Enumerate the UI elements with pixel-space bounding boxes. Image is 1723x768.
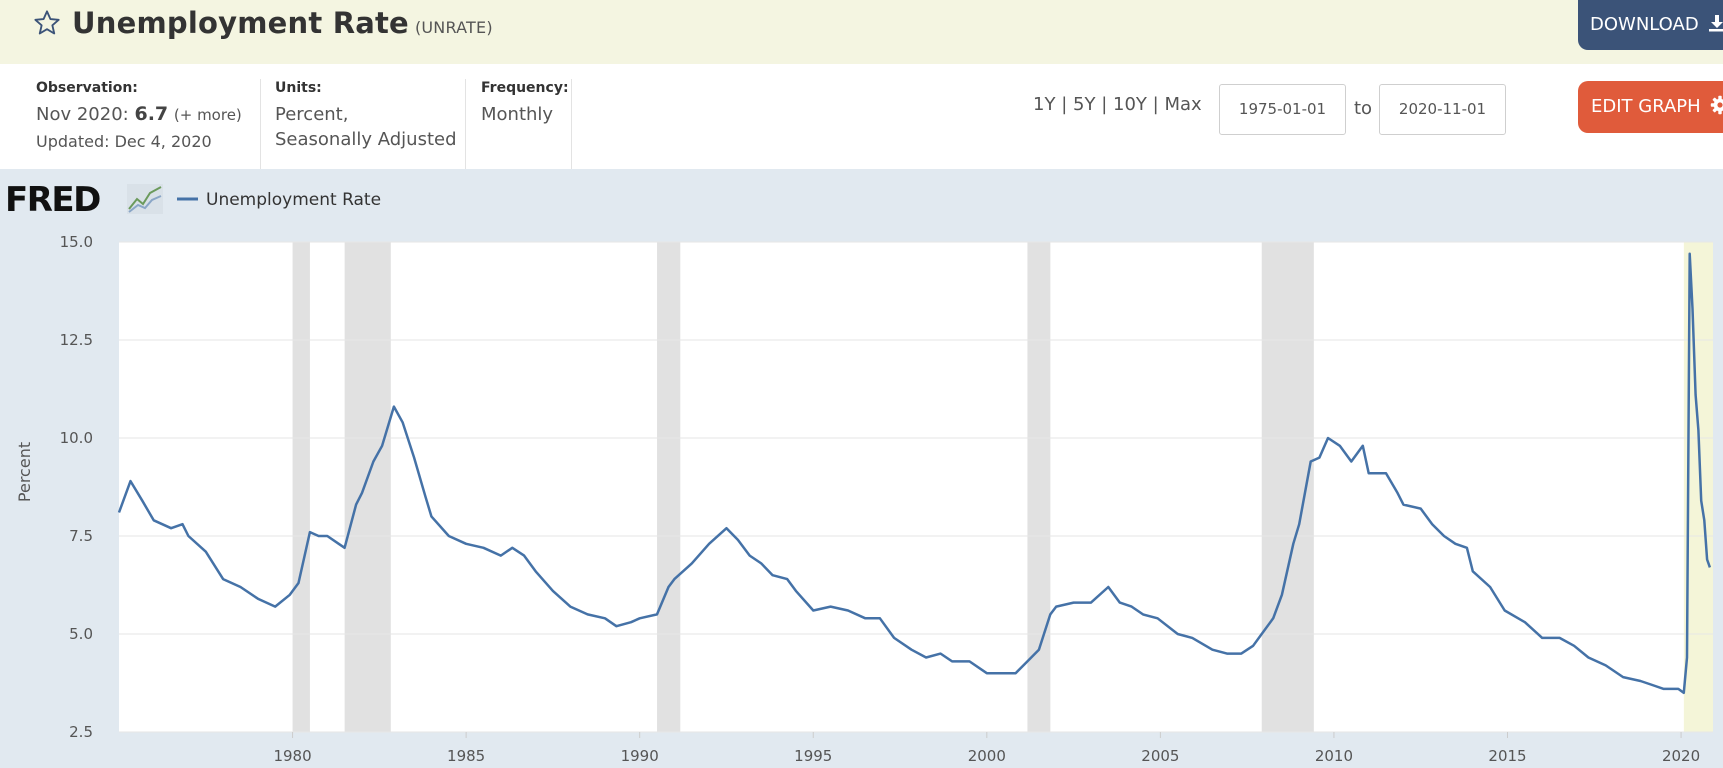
- y-tick-label: 5.0: [69, 625, 93, 643]
- units-line-2: Seasonally Adjusted: [275, 129, 457, 150]
- range-selector: 1Y | 5Y | 10Y | Max: [1033, 94, 1202, 115]
- unemployment-chart[interactable]: FRED Unemployment Rate Percent 15.012.51…: [0, 169, 1723, 768]
- edit-graph-label: EDIT GRAPH: [1591, 96, 1701, 117]
- chart-container: FRED Unemployment Rate Percent 15.0 12.5 1…: [0, 169, 1723, 768]
- edit-graph-button[interactable]: EDIT GRAPH: [1578, 81, 1723, 133]
- divider: [465, 79, 466, 169]
- more-link[interactable]: (+ more): [173, 106, 242, 124]
- x-tick-label: 1980: [273, 747, 311, 765]
- y-tick-label: 7.5: [69, 527, 93, 545]
- download-icon: [1709, 15, 1723, 32]
- observation-date: Nov 2020:: [36, 104, 129, 125]
- y-tick-label: 10.0: [60, 429, 93, 447]
- range-separator: |: [1061, 94, 1068, 115]
- end-date-input[interactable]: 2020-11-01: [1379, 84, 1506, 135]
- observation-label: Observation:: [36, 80, 138, 96]
- observation-info: Observation: Nov 2020: 6.7 (+ more): [0, 64, 260, 169]
- range-10y[interactable]: 10Y: [1113, 94, 1147, 115]
- download-button[interactable]: DOWNLOAD: [1578, 0, 1723, 50]
- observation-value: 6.7: [134, 103, 169, 125]
- gear-icon: [1711, 95, 1723, 115]
- divider: [571, 79, 572, 169]
- recession-band: [657, 242, 681, 732]
- y-tick-label: 12.5: [60, 331, 93, 349]
- range-5y[interactable]: 5Y: [1073, 94, 1096, 115]
- x-tick-label: 1995: [794, 747, 832, 765]
- frequency-label: Frequency:: [481, 80, 569, 96]
- y-tick-label: 2.5: [69, 723, 93, 741]
- y-axis-label: Percent: [15, 442, 34, 502]
- to-label: to: [1354, 98, 1373, 119]
- recession-band: [292, 242, 310, 732]
- frequency-info: Frequency: Monthly: [465, 64, 571, 169]
- x-tick-label: 1985: [447, 747, 485, 765]
- x-tick-label: 2005: [1141, 747, 1179, 765]
- fred-logo: FRED: [5, 180, 100, 220]
- series-id: (UNRATE): [414, 18, 493, 37]
- download-label: DOWNLOAD: [1590, 14, 1699, 35]
- units-label: Units:: [275, 80, 322, 96]
- recession-band: [1027, 242, 1051, 732]
- updated-date: Updated: Dec 4, 2020: [36, 132, 212, 151]
- range-separator: |: [1101, 94, 1108, 115]
- x-tick-label: 2020: [1662, 747, 1700, 765]
- x-tick-label: 1990: [621, 747, 659, 765]
- title-bar: Unemployment Rate (UNRATE) DOWNLOAD: [0, 0, 1723, 64]
- observation-value-line: Nov 2020: 6.7 (+ more): [36, 102, 242, 128]
- range-separator: |: [1152, 94, 1159, 115]
- recession-band: [344, 242, 391, 732]
- divider: [260, 79, 261, 169]
- legend-label: Unemployment Rate: [206, 190, 381, 210]
- fred-logo-chart-icon: [127, 184, 163, 214]
- x-tick-label: 2000: [968, 747, 1006, 765]
- frequency-value: Monthly: [481, 104, 554, 125]
- series-line[interactable]: [117, 252, 1712, 695]
- x-tick-label: 2010: [1315, 747, 1353, 765]
- range-max[interactable]: Max: [1164, 94, 1202, 115]
- series-title: Unemployment Rate: [72, 6, 409, 40]
- y-tick-label: 15.0: [60, 233, 93, 251]
- units-info: Units: Percent, Seasonally Adjusted: [260, 64, 465, 169]
- units-line-1: Percent,: [275, 104, 349, 125]
- star-outline-icon[interactable]: [33, 9, 61, 37]
- units-value: Percent, Seasonally Adjusted: [275, 102, 457, 152]
- plot-area: 15.0 12.5 10.0 7.5 5.0 2.5 1980 1985 1990 1995 200…: [60, 233, 1713, 765]
- start-date-input[interactable]: 1975-01-01: [1219, 84, 1346, 135]
- range-1y[interactable]: 1Y: [1033, 94, 1056, 115]
- x-tick-label: 2015: [1488, 747, 1526, 765]
- page-title: Unemployment Rate (UNRATE): [72, 6, 493, 40]
